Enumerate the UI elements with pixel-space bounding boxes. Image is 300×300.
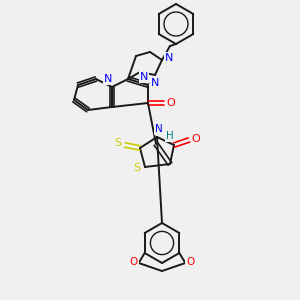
Text: H: H [166,131,174,141]
Text: N: N [140,72,148,82]
Text: O: O [186,257,194,267]
Text: N: N [151,78,159,88]
Text: O: O [167,98,176,108]
Text: O: O [192,134,200,144]
Text: S: S [114,138,122,148]
Text: N: N [155,124,163,134]
Text: N: N [104,74,112,84]
Text: S: S [134,163,141,173]
Text: O: O [130,257,138,267]
Text: N: N [165,53,173,63]
